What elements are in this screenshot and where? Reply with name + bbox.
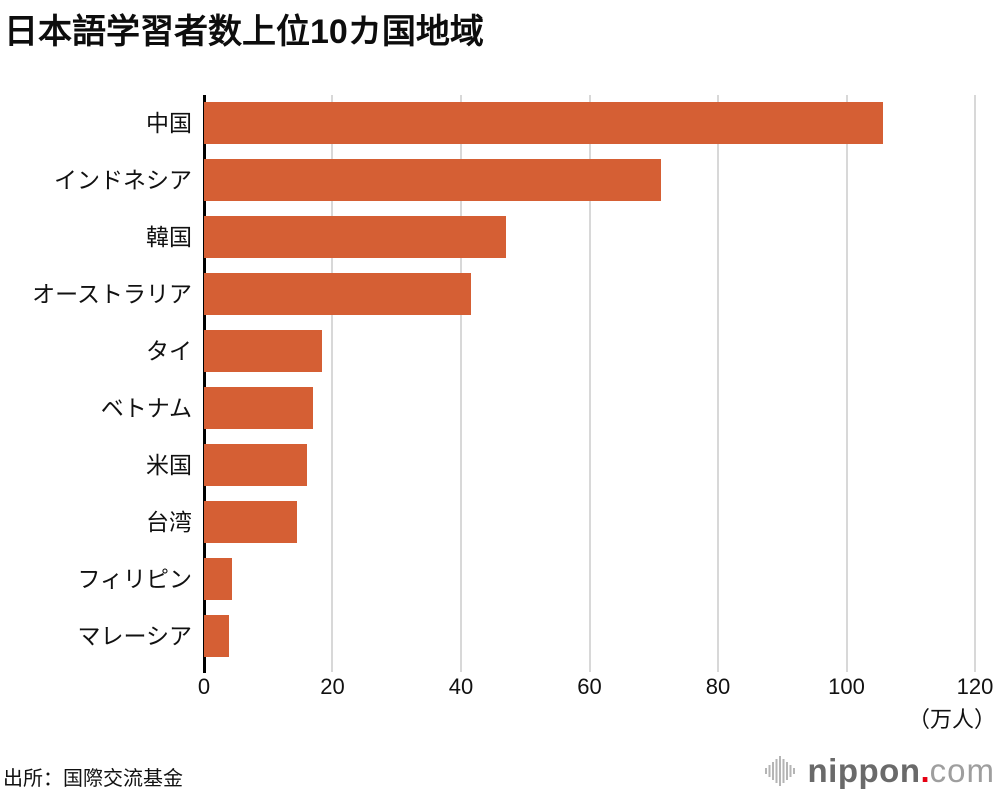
data-bar xyxy=(204,387,314,429)
logo-text-com: com xyxy=(929,752,995,789)
gridline xyxy=(845,95,848,672)
gridline xyxy=(331,95,334,672)
chart-title: 日本語学習者数上位10カ国地域 xyxy=(4,13,484,51)
waveform-icon xyxy=(764,756,795,786)
gridline xyxy=(716,95,719,672)
x-tick-label: 80 xyxy=(705,674,731,699)
x-axis: 0 20 40 60 80 100 120 xyxy=(198,674,993,702)
x-tick-label: 0 xyxy=(197,674,211,699)
data-bar xyxy=(204,615,230,657)
x-tick-label: 60 xyxy=(577,674,602,699)
y-axis-label: マレーシア xyxy=(77,623,192,649)
y-axis-labels: 中国インドネシア韓国オーストラリアタイベトナム米国台湾フィリピンマレーシア xyxy=(0,95,192,668)
logo-dot: . xyxy=(920,752,930,789)
y-axis-label: フィリピン xyxy=(77,566,192,592)
y-axis-label: 韓国 xyxy=(146,224,192,250)
x-axis-unit-label: （万人） xyxy=(907,707,996,732)
data-bar xyxy=(204,558,233,600)
gridline xyxy=(974,95,976,672)
data-bar xyxy=(204,444,308,486)
y-axis-label: インドネシア xyxy=(54,167,192,193)
x-tick-label: 120 xyxy=(956,674,994,699)
y-axis-label: 米国 xyxy=(146,452,192,478)
y-axis-line xyxy=(203,95,206,673)
y-axis-label: オーストラリア xyxy=(32,281,192,307)
data-bar xyxy=(204,501,297,543)
y-axis-label: 台湾 xyxy=(146,509,192,535)
logo-text-nippon: nippon xyxy=(807,752,921,789)
y-axis-label: 中国 xyxy=(146,110,192,136)
x-tick-label: 40 xyxy=(448,674,474,699)
y-axis-label: ベトナム xyxy=(100,395,192,421)
data-bar xyxy=(204,216,506,258)
gridline xyxy=(588,95,591,672)
x-tick-label: 100 xyxy=(828,674,865,699)
source-note: 出所：国際交流基金 xyxy=(3,768,183,790)
data-bar xyxy=(204,102,884,144)
nippon-logo: nippon. com xyxy=(764,752,995,790)
data-bar xyxy=(204,330,323,372)
data-bar xyxy=(204,273,471,315)
gridline xyxy=(459,95,462,672)
x-tick-label: 20 xyxy=(320,674,345,699)
plot-area xyxy=(203,95,976,673)
y-axis-label: タイ xyxy=(146,338,192,364)
data-bar xyxy=(204,159,662,201)
